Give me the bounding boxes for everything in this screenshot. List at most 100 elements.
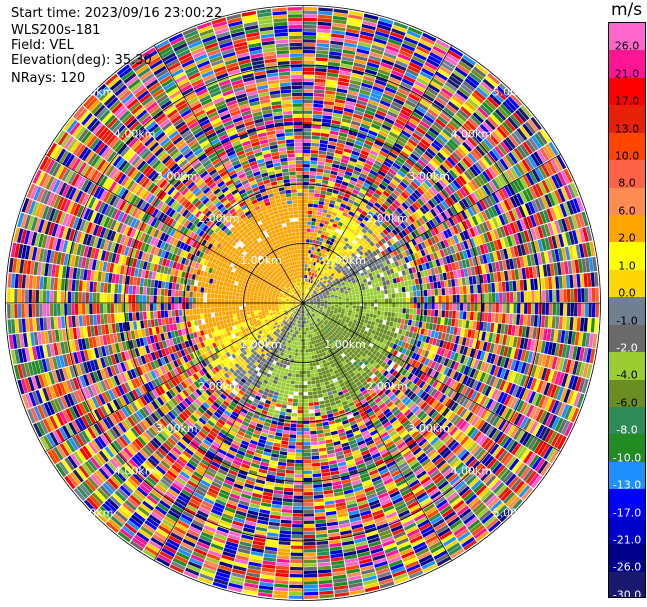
velocity-gate [363, 13, 379, 20]
velocity-gate [348, 307, 353, 311]
velocity-gate [317, 393, 323, 398]
velocity-gate [303, 267, 305, 271]
velocity-gate [573, 288, 578, 302]
velocity-gate [435, 224, 443, 233]
velocity-gate [487, 283, 492, 293]
velocity-gate [356, 303, 360, 306]
velocity-gate [439, 90, 451, 101]
velocity-gate [357, 133, 367, 140]
velocity-gate [303, 516, 315, 521]
velocity-gate [339, 165, 347, 171]
velocity-gate [374, 176, 383, 183]
velocity-gate [424, 303, 428, 310]
velocity-gate [403, 324, 408, 331]
velocity-gate [303, 185, 309, 189]
velocity-gate [303, 121, 312, 125]
velocity-gate [345, 307, 349, 310]
velocity-gate [388, 76, 401, 85]
velocity-gate [314, 85, 325, 90]
velocity-gate [408, 93, 420, 102]
velocity-gate [340, 280, 344, 284]
velocity-gate [367, 133, 377, 140]
velocity-gate [359, 153, 368, 160]
velocity-gate [332, 264, 337, 269]
velocity-gate [319, 404, 326, 409]
velocity-gate [328, 54, 342, 60]
velocity-gate [466, 311, 471, 320]
velocity-gate [303, 385, 308, 389]
velocity-gate [325, 90, 336, 95]
velocity-gate [311, 294, 315, 297]
velocity-gate [325, 283, 329, 287]
velocity-gate [446, 156, 457, 167]
velocity-gate [303, 349, 306, 353]
velocity-gate [429, 105, 441, 115]
velocity-gate [468, 276, 473, 285]
velocity-gate [415, 284, 420, 291]
velocity-gate [377, 153, 387, 161]
velocity-gate [335, 216, 341, 222]
velocity-gate [319, 268, 323, 272]
velocity-gate [311, 142, 320, 147]
velocity-gate [353, 185, 361, 192]
velocity-gate [477, 106, 489, 118]
velocity-gate [318, 11, 333, 16]
velocity-gate [497, 143, 508, 156]
velocity-gate [440, 280, 445, 288]
velocity-gate [353, 62, 366, 69]
velocity-gate [393, 63, 407, 72]
velocity-gate [309, 416, 316, 421]
velocity-gate [396, 56, 410, 65]
velocity-gate [316, 429, 324, 434]
velocity-gate [343, 250, 348, 256]
velocity-gate [386, 171, 395, 179]
velocity-gate [304, 591, 319, 596]
velocity-gate [300, 349, 303, 353]
velocity-gate [319, 147, 327, 152]
velocity-gate [303, 149, 311, 154]
velocity-gate [391, 327, 396, 333]
velocity-gate [456, 294, 460, 303]
velocity-gate [363, 216, 370, 223]
velocity-gate [406, 141, 416, 150]
velocity-gate [366, 292, 371, 296]
velocity-gate [307, 295, 310, 298]
velocity-gate [311, 459, 320, 463]
velocity-gate [436, 152, 447, 162]
velocity-gate [448, 217, 456, 227]
velocity-gate [308, 203, 313, 208]
velocity-gate [362, 116, 373, 123]
velocity-gate [422, 93, 435, 102]
velocity-gate [435, 136, 446, 146]
velocity-gate [307, 377, 312, 382]
velocity-gate [319, 256, 323, 261]
velocity-gate [317, 562, 331, 567]
velocity-gate [303, 256, 306, 261]
velocity-gate [386, 197, 394, 205]
velocity-gate [303, 363, 307, 367]
velocity-gate [470, 69, 484, 81]
velocity-gate [562, 316, 567, 330]
velocity-gate [401, 178, 410, 186]
velocity-gate [307, 341, 310, 346]
velocity-gate [376, 27, 391, 35]
velocity-gate [524, 157, 535, 171]
velocity-gate [381, 294, 385, 299]
velocity-gate [404, 36, 419, 45]
velocity-gate [382, 280, 387, 286]
velocity-gate [394, 159, 403, 167]
velocity-gate [491, 282, 496, 293]
velocity-gate [310, 153, 319, 158]
velocity-gate [336, 263, 341, 268]
velocity-gate [320, 303, 324, 306]
velocity-gate [509, 167, 519, 180]
velocity-gate [338, 77, 350, 83]
velocity-gate [365, 231, 371, 238]
velocity-gate [303, 427, 310, 432]
velocity-gate [404, 144, 414, 153]
velocity-gate [494, 88, 507, 101]
velocity-gate [372, 120, 383, 127]
velocity-gate [352, 189, 360, 195]
velocity-gate [484, 99, 497, 111]
velocity-gate [337, 81, 349, 87]
